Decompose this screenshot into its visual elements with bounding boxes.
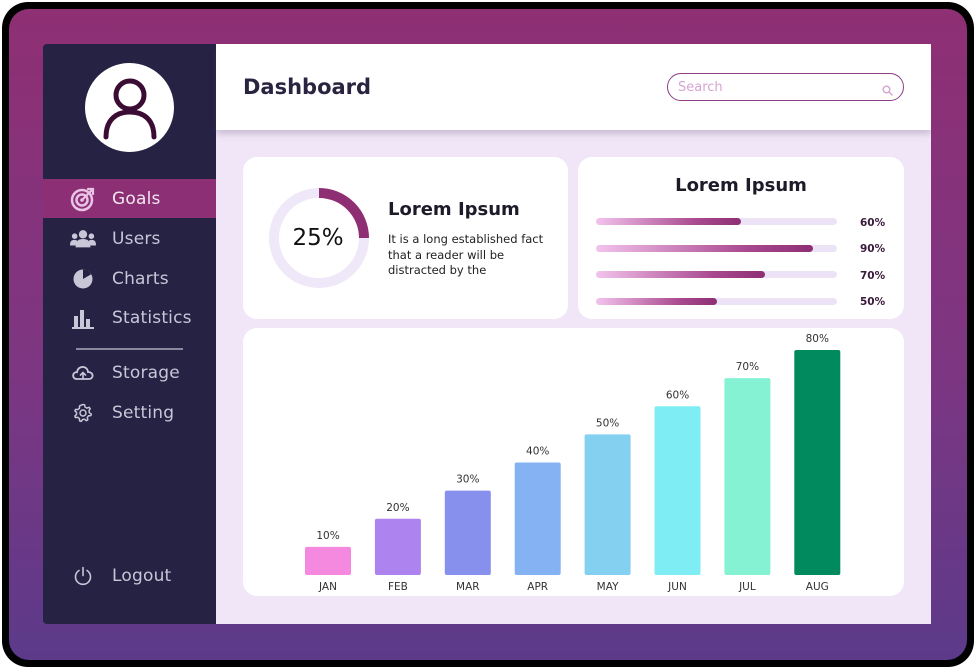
- page-title: Dashboard: [243, 75, 372, 99]
- user-icon: [103, 78, 156, 139]
- chart-x-tick-label: AUG: [806, 581, 829, 593]
- chart-bar-aug: [794, 350, 841, 575]
- progress-bar-label: 60%: [860, 217, 886, 229]
- chart-x-tick-label: FEB: [388, 581, 408, 593]
- bar-chart: 10% JAN 20% FEB 30% MAR 40% APR 50% MAY 60% JUN 70% J…: [305, 333, 841, 593]
- progress-card: Lorem Ipsum 60% 90% 70%: [578, 157, 904, 319]
- chart-bar-mar: [444, 490, 491, 575]
- sidebar-item-charts[interactable]: Charts: [43, 259, 216, 298]
- main-content: Dashboard: [216, 44, 931, 624]
- progress-bar-fill: [596, 218, 741, 225]
- chart-x-tick-label: APR: [527, 581, 548, 593]
- chart-data-label: 40%: [526, 446, 549, 458]
- sidebar-item-label: Storage: [112, 362, 180, 383]
- progress-bar-1: [596, 218, 837, 225]
- gear-icon: [70, 400, 96, 426]
- progress-card-title: Lorem Ipsum: [675, 175, 807, 196]
- donut-card-text: It is a long established fact that a rea…: [388, 232, 544, 277]
- pie-chart-icon: [70, 266, 96, 292]
- chart-data-label: 50%: [596, 417, 619, 429]
- chart-data-label: 80%: [806, 333, 829, 345]
- progress-bar-4: [596, 298, 837, 305]
- target-icon: [70, 186, 96, 212]
- header: Dashboard: [216, 44, 931, 130]
- chart-bar-jun: [654, 406, 701, 575]
- sidebar-item-users[interactable]: Users: [43, 219, 216, 258]
- progress-bar-fill: [596, 271, 765, 278]
- sidebar-item-label: Goals: [112, 188, 161, 209]
- sidebar-item-storage[interactable]: Storage: [43, 353, 216, 392]
- donut-chart: [269, 188, 369, 288]
- cloud-icon: [70, 360, 96, 386]
- chart-x-tick-label: MAR: [456, 581, 480, 593]
- sidebar-item-label: Setting: [112, 402, 175, 423]
- avatar[interactable]: [85, 63, 174, 152]
- chart-x-tick-label: JUN: [667, 581, 687, 593]
- chart-bar-jan: [305, 546, 351, 575]
- progress-bar-2: [596, 245, 837, 252]
- progress-bar-label: 50%: [860, 296, 886, 308]
- sidebar-divider: [76, 348, 183, 350]
- chart-data-label: 20%: [386, 502, 409, 514]
- chart-x-tick-label: MAY: [597, 581, 619, 593]
- sidebar-item-statistics[interactable]: Statistics: [43, 298, 216, 337]
- chart-data-label: 60%: [666, 389, 689, 401]
- chart-bar-apr: [514, 462, 561, 575]
- chart-bar-may: [584, 434, 631, 575]
- progress-bar-3: [596, 271, 837, 278]
- progress-bar-label: 70%: [860, 270, 886, 282]
- search-input[interactable]: [678, 78, 868, 96]
- search-icon[interactable]: [882, 81, 893, 100]
- sidebar-item-label: Users: [112, 228, 161, 249]
- chart-bar-jul: [724, 378, 771, 575]
- dashboard-app: Goals Users: [43, 44, 931, 624]
- logout-label: Logout: [112, 565, 172, 586]
- chart-x-tick-label: JAN: [318, 581, 337, 593]
- chart-data-label: 30%: [456, 474, 479, 486]
- sidebar-item-label: Statistics: [112, 307, 192, 328]
- progress-bar-label: 90%: [860, 243, 886, 255]
- chart-data-label: 10%: [316, 530, 339, 542]
- sidebar-item-goals[interactable]: Goals: [43, 179, 216, 218]
- logout-button[interactable]: Logout: [43, 556, 216, 595]
- chart-bar-feb: [374, 518, 421, 575]
- donut-percent: 25%: [292, 225, 344, 251]
- search-box[interactable]: [667, 73, 904, 101]
- sidebar-item-setting[interactable]: Setting: [43, 393, 216, 432]
- power-icon: [70, 563, 96, 589]
- donut-card: 25% Lorem Ipsum It is a long established…: [243, 157, 568, 319]
- bar-chart-icon: [70, 305, 96, 331]
- progress-bar-fill: [596, 245, 813, 252]
- bar-chart-card: 10% JAN 20% FEB 30% MAR 40% APR 50% MAY 60% JUN 70% J…: [243, 328, 904, 596]
- background: Goals Users: [9, 9, 967, 660]
- donut-card-title: Lorem Ipsum: [388, 199, 520, 220]
- users-icon: [70, 226, 96, 252]
- sidebar-item-label: Charts: [112, 268, 169, 289]
- chart-data-label: 70%: [736, 361, 759, 373]
- chart-x-tick-label: JUL: [738, 581, 756, 593]
- progress-bar-fill: [596, 298, 717, 305]
- sidebar: Goals Users: [43, 44, 216, 624]
- donut-progress-arc: [318, 188, 369, 239]
